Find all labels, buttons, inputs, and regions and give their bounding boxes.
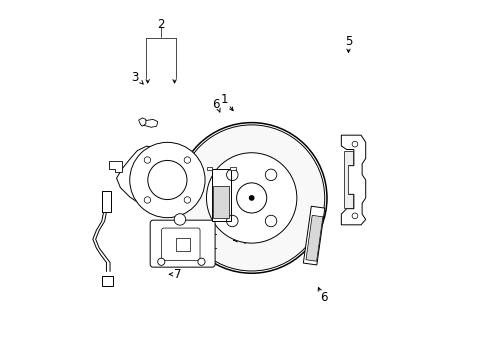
Circle shape [198, 258, 204, 265]
Text: 1: 1 [221, 93, 228, 106]
Text: 2: 2 [157, 18, 164, 31]
Circle shape [158, 258, 164, 265]
Circle shape [147, 161, 186, 199]
Text: 7: 7 [174, 268, 182, 281]
FancyBboxPatch shape [162, 228, 200, 260]
Bar [102, 276, 113, 286]
Circle shape [178, 125, 324, 271]
Circle shape [129, 142, 204, 218]
Bar [230, 167, 235, 170]
Polygon shape [139, 118, 145, 126]
Bar [305, 215, 322, 261]
Circle shape [206, 153, 296, 243]
Polygon shape [341, 135, 365, 225]
Polygon shape [109, 161, 122, 172]
Bar [206, 167, 212, 170]
Text: 6: 6 [212, 98, 219, 111]
Bar [102, 192, 110, 212]
Bar [213, 186, 228, 219]
FancyBboxPatch shape [150, 220, 215, 267]
Bar [303, 206, 324, 265]
Text: 6: 6 [319, 291, 326, 304]
Circle shape [174, 214, 185, 225]
Polygon shape [344, 150, 352, 208]
Text: 4: 4 [239, 234, 246, 247]
Text: 5: 5 [344, 35, 351, 49]
Bar [176, 238, 190, 251]
Polygon shape [140, 120, 158, 127]
Circle shape [249, 196, 253, 200]
Bar [211, 169, 230, 221]
Text: 3: 3 [131, 71, 139, 84]
